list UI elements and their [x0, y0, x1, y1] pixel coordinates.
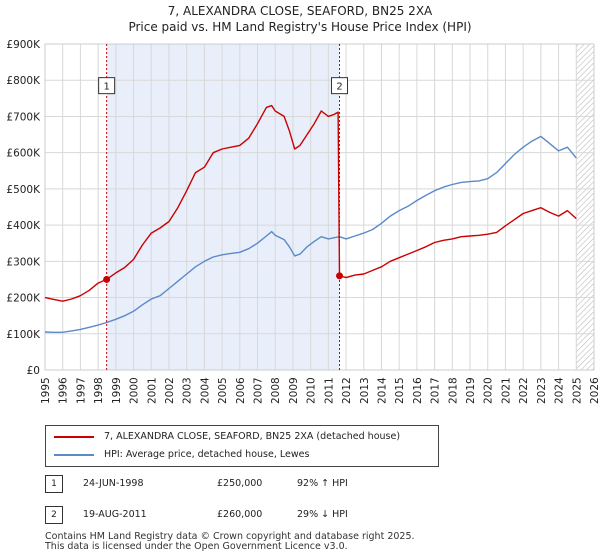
price-chart: £0 £100K £200K £300K £400K £500K £600K £700K £80…	[6, 39, 600, 404]
x-tick-label: 2024	[554, 377, 566, 404]
x-tick-label: 1997	[75, 377, 87, 404]
x-tick-label: 1999	[111, 377, 123, 404]
legend-label-hpi: HPI: Average price, detached house, Lewe…	[104, 449, 310, 460]
x-tick-label: 2026	[589, 377, 600, 404]
transaction-row: 1 24-JUN-1998 £250,000 92% ↑ HPI	[45, 475, 475, 493]
x-tick-label: 2020	[483, 377, 495, 404]
x-tick-label: 2009	[288, 377, 300, 404]
x-tick-label: 2006	[235, 377, 247, 404]
y-tick-label: £500K	[6, 184, 41, 196]
legend: 7, ALEXANDRA CLOSE, SEAFORD, BN25 2XA (d…	[45, 425, 439, 467]
x-tick-label: 2017	[430, 377, 442, 404]
series-line-property	[44, 104, 577, 302]
x-tick-label: 2002	[164, 377, 176, 404]
transaction-badge: 2	[45, 506, 63, 524]
x-tick-label: 2016	[412, 377, 424, 404]
x-tick-label: 2013	[359, 377, 371, 404]
y-tick-label: £100K	[6, 329, 41, 341]
footer-attribution: Contains HM Land Registry data © Crown c…	[45, 532, 415, 552]
legend-item-property: 7, ALEXANDRA CLOSE, SEAFORD, BN25 2XA (d…	[54, 429, 400, 445]
legend-label-property: 7, ALEXANDRA CLOSE, SEAFORD, BN25 2XA (d…	[104, 431, 401, 442]
transaction-date: 24-JUN-1998	[83, 478, 144, 489]
y-tick-label: £600K	[6, 148, 41, 160]
y-tick-label: £0	[27, 365, 40, 377]
x-tick-label: 1998	[93, 377, 105, 404]
x-tick-label: 2003	[182, 377, 194, 404]
marker-label: 2	[336, 82, 342, 93]
transaction-hpi: 29% ↓ HPI	[297, 509, 348, 520]
legend-swatch-property	[54, 435, 94, 438]
y-tick-label: £200K	[6, 293, 41, 305]
x-tick-label: 2005	[217, 377, 229, 404]
forecast-hatch	[576, 44, 594, 370]
y-tick-label: £400K	[6, 220, 41, 232]
transaction-hpi: 92% ↑ HPI	[297, 478, 348, 489]
x-tick-label: 2012	[341, 377, 353, 404]
sale-point	[336, 272, 344, 280]
marker-label: 1	[103, 82, 109, 93]
x-tick-label: 2000	[129, 377, 141, 404]
x-tick-label: 1995	[40, 377, 52, 404]
x-tick-label: 2022	[518, 377, 530, 404]
footer-line: Contains HM Land Registry data © Crown c…	[45, 531, 415, 542]
series-line-hpi	[44, 135, 577, 333]
transaction-price: £260,000	[217, 509, 263, 520]
x-tick-label: 2001	[146, 377, 158, 404]
chart-title: 7, ALEXANDRA CLOSE, SEAFORD, BN25 2XA	[167, 4, 433, 18]
x-tick-label: 1996	[58, 377, 70, 404]
x-tick-label: 2025	[571, 377, 583, 404]
sale-point	[103, 275, 111, 283]
plot-border	[44, 43, 595, 371]
x-tick-label: 2018	[447, 377, 459, 404]
x-tick-label: 2023	[536, 377, 548, 404]
shaded-period	[106, 44, 340, 370]
y-tick-label: £800K	[6, 75, 41, 87]
legend-swatch-hpi	[54, 453, 94, 456]
transaction-row: 2 19-AUG-2011 £260,000 29% ↓ HPI	[45, 506, 475, 524]
footer-line: This data is licensed under the Open Gov…	[45, 541, 348, 552]
legend-item-hpi: HPI: Average price, detached house, Lewe…	[54, 447, 309, 463]
transaction-price: £250,000	[217, 478, 263, 489]
transaction-date: 19-AUG-2011	[83, 509, 147, 520]
marker-badge	[331, 77, 349, 95]
y-tick-label: £300K	[6, 256, 41, 268]
x-tick-label: 2008	[270, 377, 282, 404]
x-tick-label: 2004	[199, 377, 211, 404]
y-tick-label: £900K	[6, 39, 41, 51]
y-tick-label: £700K	[6, 111, 41, 123]
x-tick-label: 2019	[465, 377, 477, 404]
x-tick-label: 2010	[306, 377, 318, 404]
transaction-badge: 1	[45, 475, 63, 493]
x-tick-label: 2014	[376, 377, 388, 404]
x-tick-label: 2021	[500, 377, 512, 404]
chart-subtitle: Price paid vs. HM Land Registry's House …	[128, 20, 472, 34]
marker-badge	[98, 77, 116, 95]
x-tick-label: 2011	[323, 377, 335, 404]
x-tick-label: 2015	[394, 377, 406, 404]
x-tick-label: 2007	[253, 377, 265, 404]
